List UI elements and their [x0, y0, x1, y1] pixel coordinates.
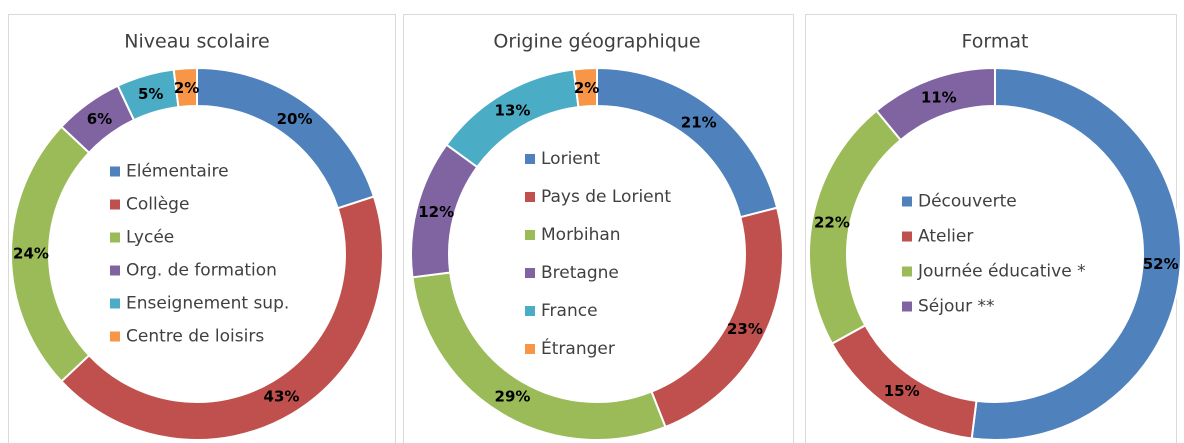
data-label: 5% [138, 85, 163, 103]
donut-segment [59, 195, 384, 441]
legend-swatch [902, 266, 912, 277]
donut-segment [172, 66, 198, 109]
data-label: 22% [814, 213, 850, 231]
legend-label: Découverte [918, 192, 1017, 212]
chart-title: Niveau scolaire [124, 31, 269, 53]
legend-swatch [525, 306, 535, 316]
legend-label: Enseignement sup. [126, 294, 289, 314]
data-label: 6% [87, 110, 112, 128]
data-label: 2% [174, 79, 199, 97]
data-label: 23% [727, 320, 763, 338]
legend-swatch [525, 344, 535, 354]
legend-label: Lorient [541, 149, 601, 169]
legend-swatch [525, 268, 535, 278]
legend-label: Séjour ** [918, 297, 995, 317]
donut-segment [970, 66, 1183, 441]
legend-swatch [525, 154, 535, 164]
legend-swatch [110, 166, 120, 177]
legend-swatch [902, 301, 912, 312]
legend-label: Atelier [918, 227, 973, 247]
legend-swatch [110, 199, 120, 210]
legend-label: Étranger [541, 337, 615, 359]
legend-swatch [902, 231, 912, 242]
legend-label: Centre de loisirs [126, 327, 264, 347]
data-label: 24% [13, 245, 49, 263]
data-label: 52% [1143, 255, 1179, 273]
data-label: 20% [277, 110, 313, 128]
legend-label: Collège [126, 195, 189, 215]
legend-label: Bretagne [541, 263, 619, 283]
data-label: 2% [574, 79, 599, 97]
data-label: 12% [418, 203, 454, 221]
legend-label: France [541, 301, 598, 321]
legend-label: Morbihan [541, 225, 621, 245]
legend-label: Org. de formation [126, 261, 277, 281]
legend-label: Pays de Lorient [541, 187, 671, 207]
legend-swatch [110, 331, 120, 342]
chart-title: Origine géographique [493, 31, 700, 53]
legend-swatch [525, 230, 535, 240]
legend-swatch [110, 298, 120, 309]
chart-title: Format [962, 31, 1029, 53]
legend-label: Lycée [126, 228, 174, 248]
data-label: 13% [495, 102, 531, 120]
data-label: 15% [884, 382, 920, 400]
donut-segment [572, 66, 598, 109]
data-label: 11% [921, 88, 957, 106]
data-label: 43% [264, 387, 300, 405]
data-label: 29% [495, 387, 531, 405]
legend-swatch [525, 192, 535, 202]
legend-swatch [110, 265, 120, 276]
legend-swatch [902, 196, 912, 207]
legend-swatch [110, 232, 120, 243]
legend-label: Elémentaire [126, 162, 229, 182]
donut-segment [875, 66, 996, 142]
data-label: 21% [681, 113, 717, 131]
legend-label: Journée éducative * [917, 262, 1086, 282]
